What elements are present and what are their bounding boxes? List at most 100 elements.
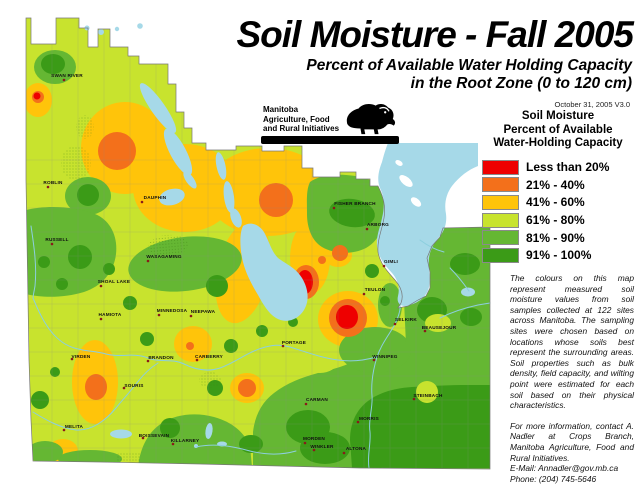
pelican-lake <box>205 423 213 439</box>
legend-title-line-3: Water-Holding Capacity <box>493 137 623 149</box>
contact-paragraph: For more information, contact A. Nadler … <box>510 420 634 463</box>
town-dot <box>146 359 150 363</box>
town-label: CARMAN <box>306 397 328 402</box>
town-dot <box>140 200 144 204</box>
assiniboine-river <box>32 297 377 371</box>
map-subtitle: Percent of Available Water Holding Capac… <box>200 57 632 93</box>
contact-phone: Phone: (204) 745-5646 <box>510 473 597 484</box>
town-label: ARBORG <box>367 222 389 227</box>
town-label: ROBLIN <box>43 180 63 185</box>
town-dot <box>146 259 150 263</box>
town-label: CARBERRY <box>195 354 224 359</box>
town-label: FISHER BRANCH <box>334 201 376 206</box>
town-dot <box>99 317 103 321</box>
pembina-river <box>195 444 297 455</box>
legend-row: 91% - 100% <box>482 246 634 264</box>
legend-swatch <box>482 230 519 246</box>
org-line-3: and Rural Initiatives <box>263 124 340 133</box>
legend-swatch <box>482 159 519 175</box>
legend-label: 41% - 60% <box>526 195 585 210</box>
legend-swatch <box>482 247 519 263</box>
rivers <box>30 225 491 469</box>
town-label: KILLARNEY <box>171 438 200 443</box>
bison-icon <box>346 103 396 135</box>
town-label: ALTONA <box>346 446 367 451</box>
town-label: WINNIPEG <box>372 354 397 359</box>
org-wordmark: Manitoba Agriculture, Food and Rural Ini… <box>263 105 339 134</box>
org-line-1: Manitoba <box>263 105 299 114</box>
town-dot <box>195 358 199 362</box>
town-label: SOURIS <box>124 383 143 388</box>
legend-row: 81% - 90% <box>482 229 634 247</box>
lake-islands <box>395 160 422 207</box>
town-label: WINKLER <box>310 444 334 449</box>
town-dot <box>362 292 366 296</box>
legend-label: 81% - 90% <box>526 230 585 245</box>
town-dot <box>412 397 416 401</box>
town-label: MINNEDOSA <box>157 308 188 313</box>
subtitle-line-2: in the Root Zone (0 to 120 cm) <box>410 75 632 92</box>
org-line-2: Agriculture, Food <box>263 114 330 124</box>
description-panel: The colours on this map represent measur… <box>510 273 634 484</box>
subtitle-line-1: Percent of Available Water Holding Capac… <box>306 57 632 74</box>
town-dot <box>99 284 103 288</box>
map-legend: Soil Moisture Percent of Available Water… <box>482 110 634 264</box>
town-dot <box>304 402 308 406</box>
whitewater-lake <box>110 429 132 439</box>
town-label: PORTAGE <box>282 340 306 345</box>
moisture-zone-61-80-patches <box>303 314 451 403</box>
town-dot <box>365 227 369 231</box>
town-label: MELITA <box>65 424 84 429</box>
town-dot <box>342 451 346 455</box>
lakes <box>84 23 478 448</box>
legend-row: 41% - 60% <box>482 194 634 212</box>
date-version-line: October 31, 2005 V3.0 <box>554 100 630 109</box>
logo-underline-bar <box>261 136 399 144</box>
legend-row: Less than 20% <box>482 159 634 177</box>
town-dot <box>122 386 126 390</box>
town-label: NEEPAWA <box>191 309 216 314</box>
legend-label: 21% - 40% <box>526 177 585 192</box>
legend-swatch <box>482 212 519 228</box>
town-dot <box>50 242 54 246</box>
town-dot <box>157 313 161 317</box>
lake-winnipeg <box>376 143 478 306</box>
town-label: MORDEN <box>303 436 325 441</box>
souris-river <box>32 362 159 431</box>
town-label: GIMLI <box>384 259 398 264</box>
town-dot <box>171 442 175 446</box>
town-dot <box>312 448 316 452</box>
town-label: VIRDEN <box>72 354 91 359</box>
town-label: BOISSEVAIN <box>139 433 170 438</box>
town-label: BEAUSEJOUR <box>422 325 457 330</box>
dauphin-lake <box>159 188 185 206</box>
town-label: MORRIS <box>359 416 379 421</box>
legend-label: 61% - 80% <box>526 213 585 228</box>
town-label: SWAN RIVER <box>51 73 83 78</box>
town-dot <box>393 322 397 326</box>
town-dot <box>332 206 336 210</box>
town-dot <box>62 428 66 432</box>
town-dot <box>62 78 66 82</box>
town-label: WASAGAMING <box>146 254 181 259</box>
contact-email: E-Mail: Annadler@gov.mb.ca <box>510 463 619 474</box>
town-dot <box>303 441 307 445</box>
lake-winnipegosis <box>139 83 177 133</box>
lake-manitoba <box>240 223 308 321</box>
legend-swatch <box>482 194 519 210</box>
town-dot <box>382 264 386 268</box>
town-labels: SWAN RIVER ROBLIN DAUPHIN RUSSELL WASAGAMING… <box>43 73 457 455</box>
legend-swatch <box>482 177 519 193</box>
town-label: STEINBACH <box>413 393 443 398</box>
town-label: BRANDON <box>148 355 174 360</box>
town-label: HAMIOTA <box>99 312 122 317</box>
town-dot <box>372 358 376 362</box>
town-dot <box>70 357 74 361</box>
description-paragraph: The colours on this map represent measur… <box>510 273 634 411</box>
legend-title-line-1: Soil Moisture <box>521 110 595 122</box>
town-dot <box>189 314 193 318</box>
legend-row: 61% - 80% <box>482 211 634 229</box>
town-dot <box>46 185 50 189</box>
